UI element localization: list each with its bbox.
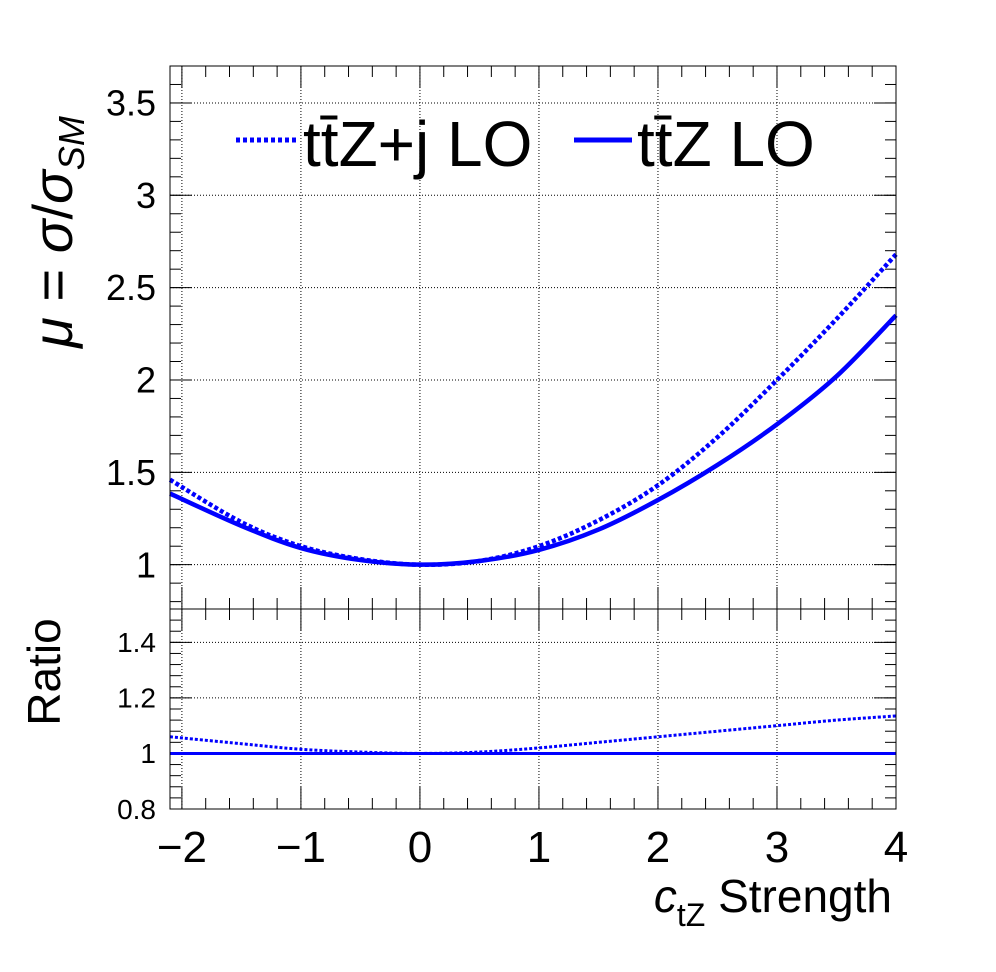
x-tick-labels: −2 −1 0 1 2 3 4 [157, 823, 908, 872]
x-tick-label-3: 1 [527, 823, 551, 872]
ratio-y-tick-label-3: 1.4 [117, 627, 156, 658]
main-series-1 [169, 313, 898, 567]
main-y-tick-label-4: 3 [136, 175, 156, 216]
x-tick-label-0: −2 [157, 823, 207, 872]
x-tick-label-1: −1 [276, 823, 326, 872]
ratio-y-tick-label-0: 0.8 [117, 794, 156, 825]
main-y-tick-label-2: 2 [136, 360, 156, 401]
x-tick-label-4: 2 [646, 823, 670, 872]
main-y-tick-label-0: 1 [136, 544, 156, 585]
x-axis-title-sub: tZ [677, 897, 705, 933]
x-tick-label-5: 3 [765, 823, 789, 872]
main-y-tick-label-3: 2.5 [106, 267, 156, 308]
x-tick-label-2: 0 [408, 823, 432, 872]
x-axis-title-var: c [654, 870, 677, 922]
legend: tt̄Z+j LO tt̄Z LO [236, 108, 815, 180]
main-series-group [168, 252, 898, 567]
ratio-series-group [169, 714, 897, 755]
legend-label-ttz: tt̄Z LO [637, 108, 815, 180]
legend-entry-ttz: tt̄Z LO [574, 108, 815, 180]
main-y-axis-title: μ = σ/σSM [21, 116, 92, 350]
x-tick-label-6: 4 [884, 823, 908, 872]
ratio-y-axis-title: Ratio [18, 618, 70, 725]
x-axis-title-rest: Strength [705, 870, 892, 922]
ratio-series-0 [169, 714, 897, 755]
legend-label-ttz-j: tt̄Z+j LO [303, 108, 532, 180]
ratio-plot-frame [169, 608, 897, 810]
main-y-tick-label-5: 3.5 [106, 83, 156, 124]
x-axis-title: ctZ Strength [654, 870, 892, 933]
ratio-y-tick-label-2: 1.2 [117, 683, 156, 714]
legend-entry-ttz-j: tt̄Z+j LO [236, 108, 532, 180]
main-panel: 1 1.5 2 2.5 3 3.5 μ = σ/σSM tt̄Z+j LO tt̄Z LO [21, 65, 898, 610]
main-series-0 [168, 252, 898, 567]
main-y-tick-labels: 1 1.5 2 2.5 3 3.5 [106, 83, 156, 586]
ratio-y-tick-labels: 0.8 1 1.2 1.4 [117, 627, 156, 825]
ratio-y-tick-label-1: 1 [140, 738, 156, 769]
ratio-panel: 0.8 1 1.2 1.4 Ratio −2 −1 0 1 2 3 4 ctZ Strength [18, 608, 908, 933]
main-y-tick-label-1: 1.5 [106, 452, 156, 493]
